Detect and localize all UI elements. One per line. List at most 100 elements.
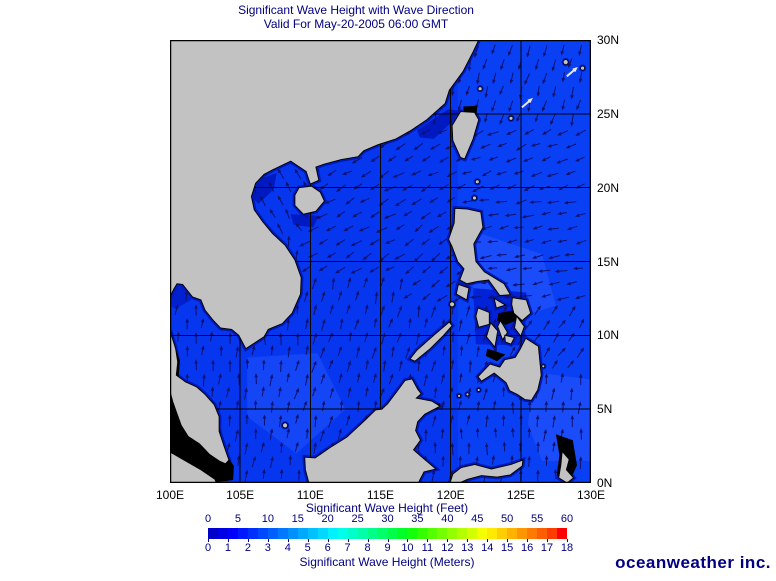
lat-tick-label: 20N xyxy=(597,180,620,195)
lon-tick-label: 120E xyxy=(436,488,465,502)
colorbar-segment xyxy=(427,528,438,539)
islet xyxy=(562,59,569,66)
meter-tick-mark xyxy=(447,539,449,542)
colorbar-segment xyxy=(447,528,458,539)
obs-arrow xyxy=(566,66,578,78)
meter-tick-mark xyxy=(427,539,429,542)
feet-tick-label: 0 xyxy=(204,513,212,525)
feet-tick-label: 45 xyxy=(471,513,484,525)
colorbar-segment xyxy=(477,528,488,539)
colorbar-segment xyxy=(437,528,448,539)
land-leyte xyxy=(514,314,525,338)
lon-tick-label: 130E xyxy=(576,488,606,502)
map-border xyxy=(170,40,591,483)
colorbar-segment xyxy=(497,528,508,539)
colorbar-segment xyxy=(217,528,228,539)
meter-tick-mark xyxy=(307,539,309,542)
lat-tick-label: 10N xyxy=(597,328,620,343)
feet-tick-label: 40 xyxy=(441,513,454,525)
colorbar-segment xyxy=(367,528,378,539)
colorbar-segment xyxy=(377,528,388,539)
meter-tick-label: 2 xyxy=(244,542,251,554)
meter-tick-label: 3 xyxy=(264,542,271,554)
meter-tick-mark xyxy=(267,539,269,542)
colorbar-segment xyxy=(337,528,348,539)
obs-arrow xyxy=(521,97,533,109)
colorbar-segment xyxy=(267,528,278,539)
islet xyxy=(449,301,456,308)
meter-tick-mark xyxy=(367,539,369,542)
land-luzon xyxy=(448,207,512,296)
lat-tick-label: 5N xyxy=(597,402,613,417)
land-bohol xyxy=(504,334,516,345)
land-malay-peninsula xyxy=(170,330,230,465)
meter-tick-label: 7 xyxy=(344,542,351,554)
lat-tick-label: 30N xyxy=(597,33,620,47)
land-sulawesi xyxy=(449,459,524,483)
colorbar-segment xyxy=(487,528,498,539)
chart-title: Significant Wave Height with Wave Direct… xyxy=(238,3,474,17)
meter-tick-label: 18 xyxy=(560,542,574,554)
lon-tick-label: 105E xyxy=(226,488,255,502)
meter-tick-label: 11 xyxy=(421,542,434,554)
nodata-water-bohol-sea xyxy=(485,348,506,362)
meter-tick-mark xyxy=(347,539,349,542)
colorbar-segment xyxy=(517,528,527,539)
chart-valid-time: Valid For May-20-2005 06:00 GMT xyxy=(263,17,449,31)
meter-tick-mark xyxy=(227,539,229,542)
islet xyxy=(476,388,481,392)
islet xyxy=(282,422,288,429)
colorbar-segment xyxy=(257,528,268,539)
meter-tick-mark xyxy=(387,539,389,542)
meter-tick-mark xyxy=(208,539,209,542)
land-negros xyxy=(486,321,499,349)
meter-tick-label: 17 xyxy=(540,542,554,554)
meter-tick-label: 0 xyxy=(204,542,212,554)
meter-tick-mark xyxy=(247,539,249,542)
meter-tick-label: 8 xyxy=(364,542,371,554)
feet-tick-label: 5 xyxy=(234,513,241,525)
colorbar-segment xyxy=(387,528,398,539)
meter-tick-mark xyxy=(327,539,329,542)
lat-tick-label: 0N xyxy=(597,476,613,490)
meter-tick-mark xyxy=(507,539,509,542)
colorbar-segment xyxy=(237,528,248,539)
feet-tick-label: 15 xyxy=(291,513,304,525)
land-mindoro xyxy=(455,283,470,301)
colorbar-segment xyxy=(327,528,338,539)
colorbar-segment xyxy=(297,528,308,539)
land-sumatra xyxy=(170,451,217,483)
islet xyxy=(477,86,483,92)
feet-tick-label: 10 xyxy=(261,513,274,525)
colorbar-segment xyxy=(357,528,368,539)
land-halmahera xyxy=(558,450,575,483)
feet-tick-label: 35 xyxy=(411,513,424,525)
meter-tick-label: 10 xyxy=(401,542,414,554)
meter-tick-label: 13 xyxy=(461,542,474,554)
colorbar-segment xyxy=(227,528,238,539)
colorbar-title-meters: Significant Wave Height (Meters) xyxy=(299,555,475,569)
meter-tick-mark xyxy=(467,539,469,542)
lon-tick-label: 100E xyxy=(155,488,185,502)
colorbar-segment xyxy=(397,528,408,539)
feet-tick-label: 25 xyxy=(351,513,364,525)
meter-tick-label: 12 xyxy=(441,542,454,554)
islet xyxy=(508,115,514,121)
islet xyxy=(465,392,470,397)
meter-tick-mark xyxy=(527,539,529,542)
colorbar-segment xyxy=(277,528,288,539)
colorbar-segment xyxy=(536,528,547,539)
meter-tick-label: 9 xyxy=(384,542,391,554)
islet xyxy=(580,65,586,71)
feet-tick-label: 50 xyxy=(501,513,514,525)
wave-height-patch-dark-gulf-top xyxy=(170,286,192,309)
colorbar xyxy=(208,528,567,539)
feet-tick-label: 60 xyxy=(560,513,574,525)
lat-tick-label: 15N xyxy=(597,254,620,269)
colorbar-segment xyxy=(317,528,328,539)
colorbar-segment xyxy=(417,528,428,539)
land-samar xyxy=(511,297,532,322)
feet-tick-label: 55 xyxy=(530,513,544,525)
colorbar-segment xyxy=(307,528,318,539)
